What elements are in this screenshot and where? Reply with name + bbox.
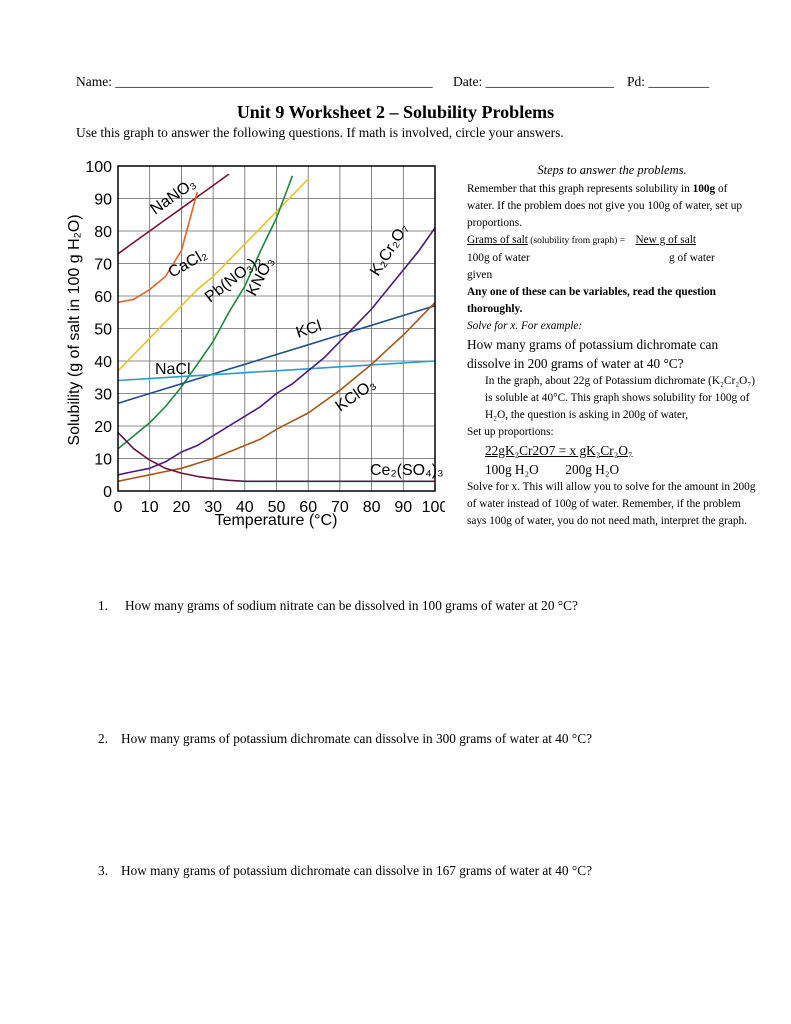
title: Unit 9 Worksheet 2 – Solubility Problems (236, 102, 555, 122)
instructions: Use this graph to answer the following q… (76, 125, 564, 140)
proportion-row: Grams of salt (solubility from graph) = … (467, 232, 757, 250)
y-tick-label: 20 (94, 419, 112, 436)
x-tick-label: 80 (363, 499, 381, 516)
text: (solubility from graph) = (527, 236, 628, 246)
question: How many grams of sodium nitrate can be … (125, 598, 578, 613)
question-number: 2. (98, 731, 108, 746)
y-tick-label: 50 (94, 322, 112, 339)
series-line (118, 191, 199, 304)
x-tick-label: 20 (173, 499, 191, 516)
text: Grams of salt (467, 234, 528, 246)
x-tick-label: 100 (422, 499, 445, 516)
equation: 22gK₂Cr2O7 = x gK₂Cr₂O₇ (485, 443, 633, 458)
plot-frame (117, 165, 436, 492)
pd-field: Pd: _________ (627, 74, 710, 89)
series-line (118, 305, 435, 405)
series-label: Ce₂(SO₄)₃ (370, 462, 443, 479)
text: given (467, 269, 493, 281)
x-tick-label: 10 (141, 499, 159, 516)
text: Any one of these can be variables, read … (467, 286, 716, 315)
x-tick-label: 70 (331, 499, 349, 516)
x-tick-label: 50 (268, 499, 286, 516)
date-field: Date: ___________________ (453, 74, 614, 89)
text: In the graph, about 22g of Potassium dic… (485, 375, 756, 421)
question: How many grams of potassium dichromate c… (121, 731, 592, 746)
y-tick-label: 0 (103, 484, 112, 501)
series-line (118, 431, 435, 483)
series-line (118, 173, 230, 255)
series-line (118, 227, 435, 476)
text: 100g of water (467, 252, 530, 264)
y-tick-label: 40 (94, 354, 112, 371)
x-tick-label: 0 (114, 499, 123, 516)
y-tick-label: 10 (94, 452, 112, 469)
series-line (118, 178, 309, 372)
series-line (118, 175, 294, 450)
x-tick-label: 40 (236, 499, 254, 516)
x-axis-title: Temperature (°C) (215, 512, 338, 529)
text: Remember that this graph represents solu… (467, 183, 690, 195)
y-tick-label: 100 (85, 159, 112, 176)
y-tick-label: 70 (94, 257, 112, 274)
series-line (118, 360, 435, 382)
y-axis-title: Solubility (g of salt in 100 g H₂O) (66, 214, 83, 445)
text: New g of salt (635, 234, 696, 246)
steps-panel: Steps to answer the problems. Remember t… (467, 162, 757, 530)
x-tick-label: 90 (394, 499, 412, 516)
question-number: 1. (98, 598, 108, 613)
y-tick-label: 60 (94, 289, 112, 306)
x-tick-label: 60 (299, 499, 317, 516)
proportion-row: 100g of water g of water (467, 250, 757, 267)
y-tick-label: 80 (94, 224, 112, 241)
text: 100g (692, 183, 716, 195)
question-number: 3. (98, 863, 108, 878)
name-field: Name: __________________________________… (76, 74, 433, 89)
y-tick-label: 90 (94, 192, 112, 209)
y-tick-label: 30 (94, 387, 112, 404)
text: Solve for x. This will allow you to solv… (467, 481, 756, 527)
text: Solve for x. For example: (467, 320, 583, 332)
equation: 100g H₂O 200g H₂O (485, 462, 620, 477)
steps-heading: Steps to answer the problems. (537, 163, 687, 177)
text: How many grams of potassium dichromate c… (467, 337, 719, 371)
text: g of water (669, 252, 715, 264)
question: How many grams of potassium dichromate c… (121, 863, 592, 878)
text: Set up proportions: (467, 426, 554, 438)
chart: 0 10 20 30 40 50 60 70 80 90 100 0 10 20 30 40 50 60 70 80 9… (66, 159, 445, 529)
paragraph: Remember that this graph represents solu… (467, 181, 757, 232)
x-tick-label: 30 (204, 499, 222, 516)
text: of water. If the problem does not give y… (467, 183, 742, 229)
series-label: NaCl (155, 361, 191, 378)
